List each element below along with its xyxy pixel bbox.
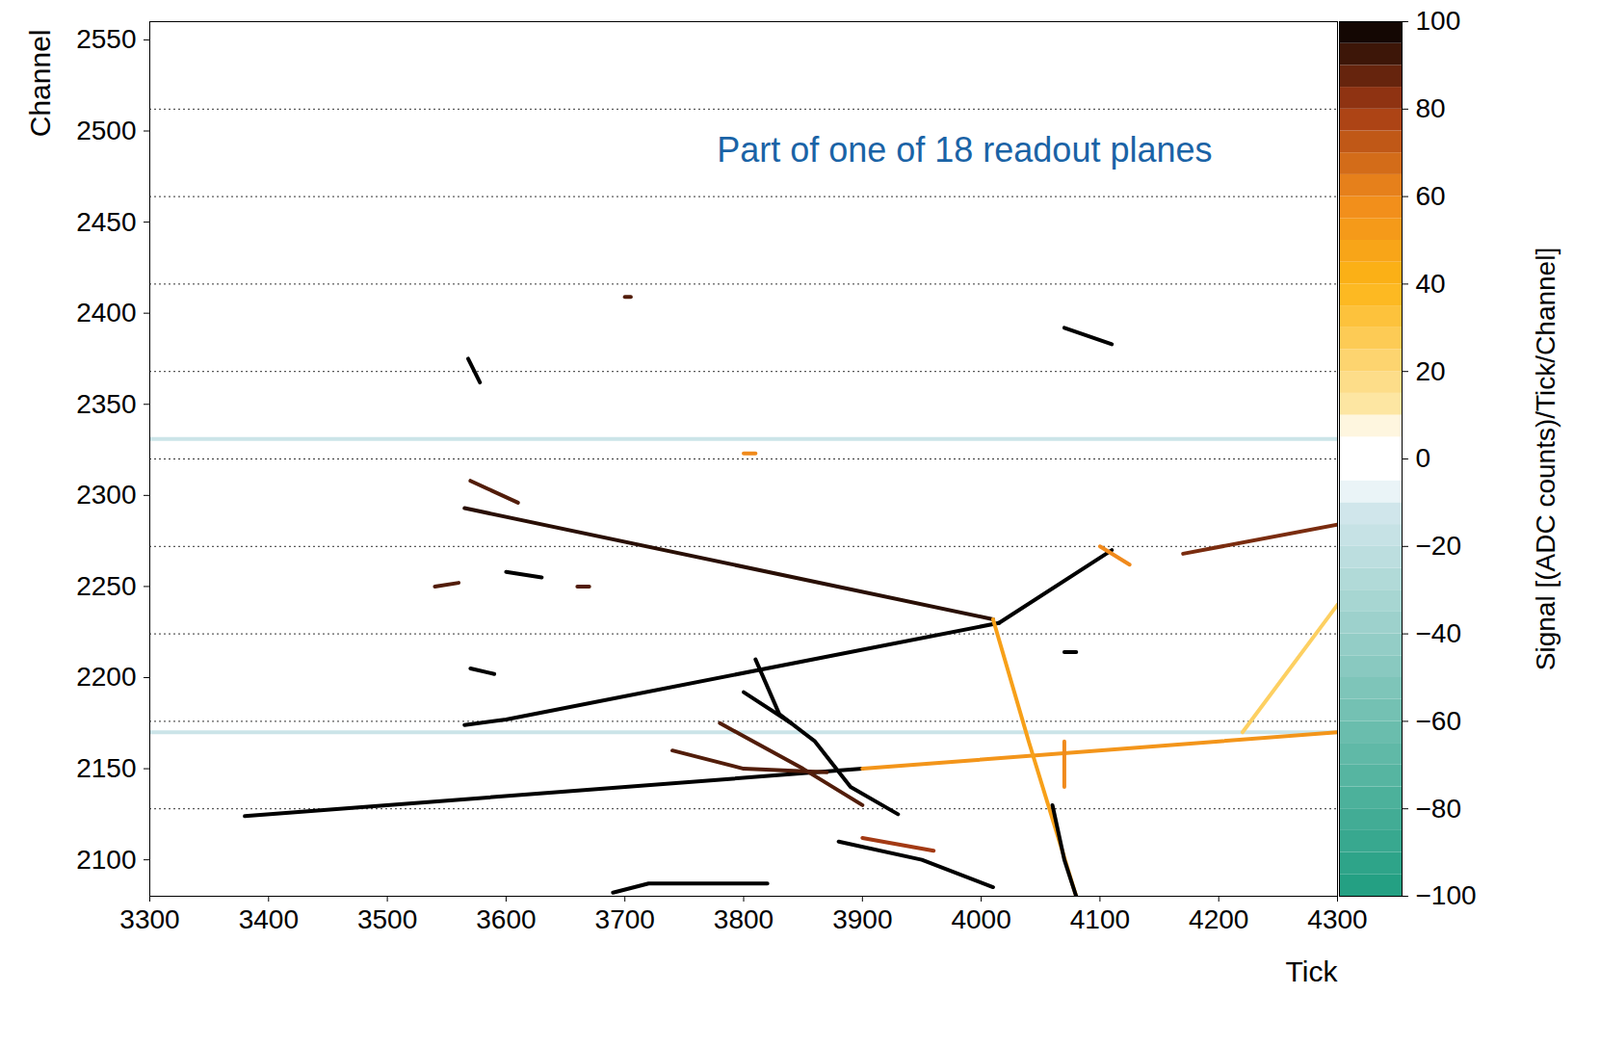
svg-text:60: 60 xyxy=(1416,181,1446,211)
svg-text:2200: 2200 xyxy=(76,661,136,692)
svg-text:Part of one of 18 readout plan: Part of one of 18 readout planes xyxy=(716,130,1212,170)
svg-text:3300: 3300 xyxy=(119,904,180,935)
svg-text:4300: 4300 xyxy=(1307,904,1367,935)
svg-text:3700: 3700 xyxy=(595,904,656,935)
svg-text:2450: 2450 xyxy=(76,207,136,237)
svg-text:2250: 2250 xyxy=(76,571,136,602)
svg-text:4100: 4100 xyxy=(1070,904,1130,935)
svg-text:2300: 2300 xyxy=(76,479,136,510)
svg-text:0: 0 xyxy=(1416,443,1432,473)
svg-text:Tick: Tick xyxy=(1285,955,1339,988)
svg-text:3800: 3800 xyxy=(713,904,774,935)
svg-text:2500: 2500 xyxy=(76,115,136,146)
svg-text:40: 40 xyxy=(1416,268,1446,299)
svg-text:2100: 2100 xyxy=(76,844,136,875)
svg-text:−60: −60 xyxy=(1416,706,1463,736)
svg-text:−100: −100 xyxy=(1416,880,1477,911)
svg-text:80: 80 xyxy=(1416,93,1446,124)
svg-text:20: 20 xyxy=(1416,356,1446,387)
svg-text:2150: 2150 xyxy=(76,753,136,784)
svg-text:3600: 3600 xyxy=(475,904,536,935)
svg-text:−40: −40 xyxy=(1416,618,1463,649)
svg-text:2550: 2550 xyxy=(76,24,136,54)
svg-text:2400: 2400 xyxy=(76,297,136,328)
svg-text:2350: 2350 xyxy=(76,389,136,420)
svg-text:−80: −80 xyxy=(1416,793,1463,824)
svg-text:3400: 3400 xyxy=(238,904,299,935)
svg-text:−20: −20 xyxy=(1416,530,1463,561)
svg-text:4200: 4200 xyxy=(1188,904,1249,935)
svg-text:3500: 3500 xyxy=(357,904,418,935)
svg-text:4000: 4000 xyxy=(950,904,1011,935)
svg-text:Signal [(ADC counts)/Tick/Chan: Signal [(ADC counts)/Tick/Channel] xyxy=(1530,247,1561,671)
svg-text:3900: 3900 xyxy=(832,904,892,935)
svg-text:Channel: Channel xyxy=(24,29,56,138)
svg-text:100: 100 xyxy=(1416,5,1462,36)
